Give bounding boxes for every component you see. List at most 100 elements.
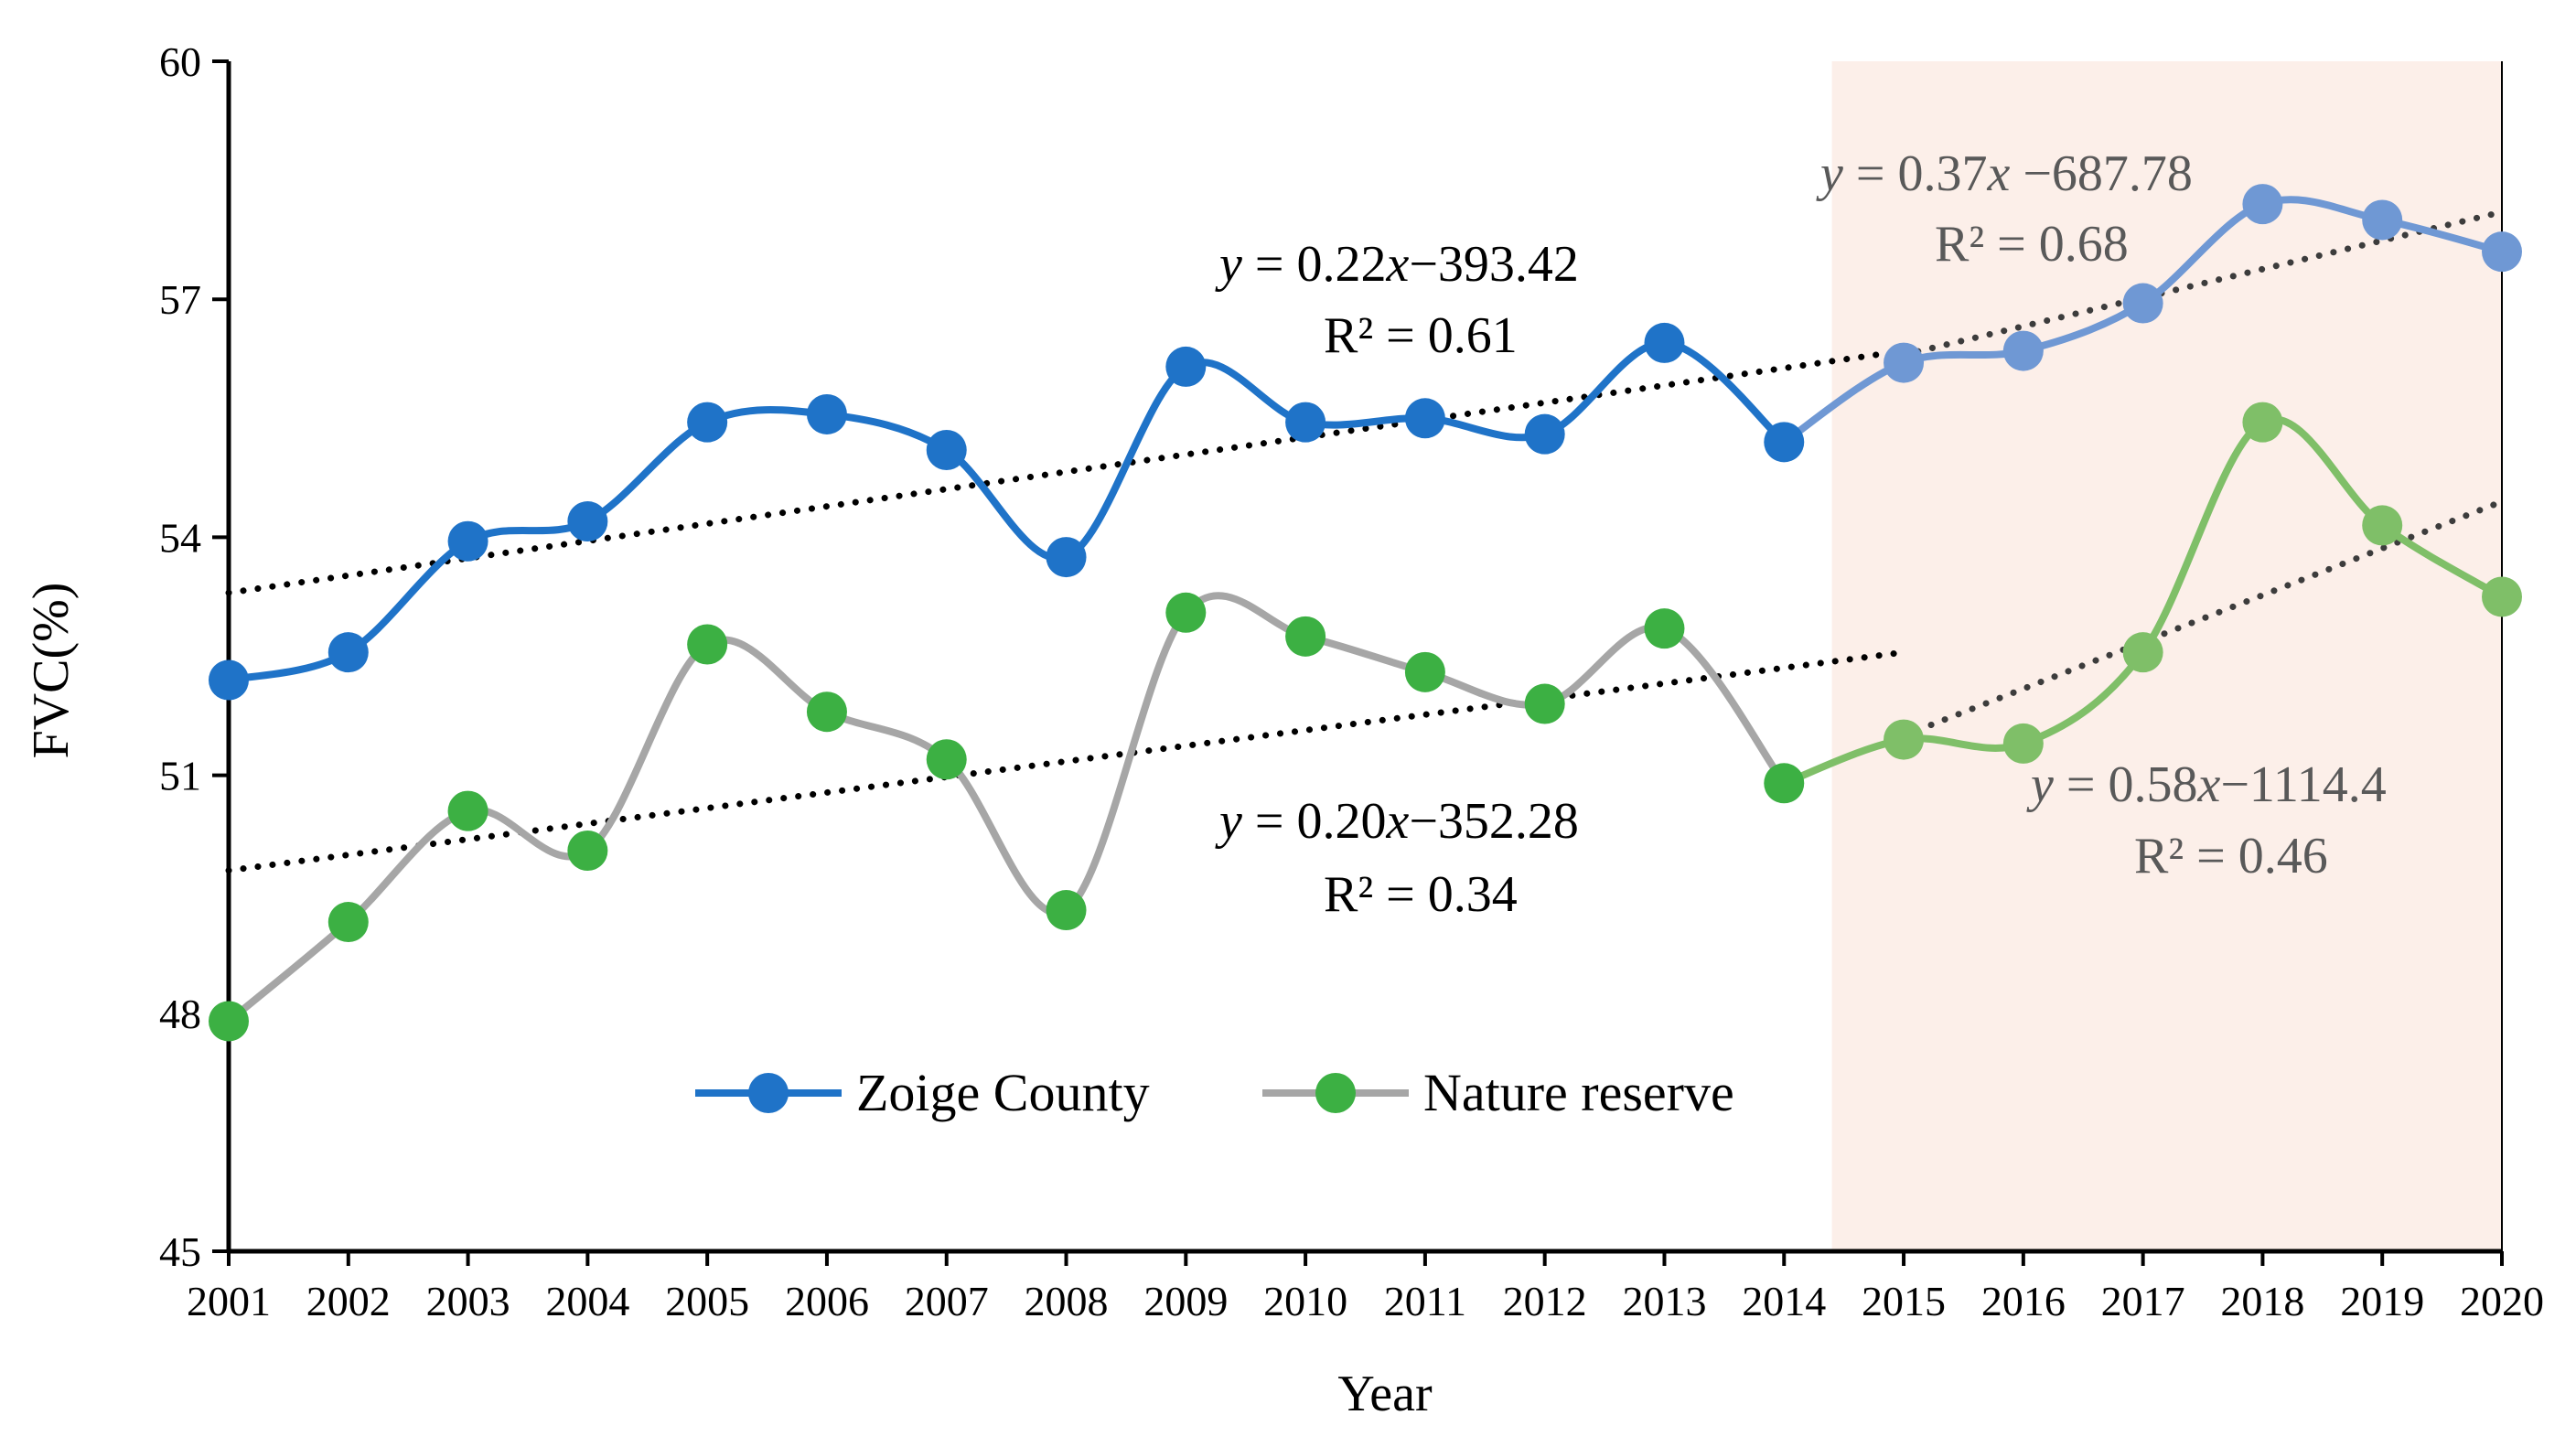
- trendline: [225, 348, 1907, 596]
- data-point-reserve: [209, 1001, 249, 1042]
- trendline: [1900, 209, 2506, 359]
- trend-equation-zoige-2015-2020: y = 0.37x −687.78 R² = 0.68: [1816, 145, 2193, 273]
- eq1-x: x: [1385, 236, 1409, 293]
- data-point-zoige: [447, 520, 488, 562]
- data-point-zoige: [1285, 402, 1326, 443]
- data-point-zoige: [1046, 537, 1087, 578]
- eq3-y: y: [1816, 145, 1843, 202]
- svg-text:y = 0.20x−352.28: y = 0.20x−352.28: [1215, 793, 1579, 850]
- data-point-reserve: [687, 624, 728, 665]
- data-point-zoige: [1524, 413, 1565, 455]
- data-point-reserve: [926, 739, 967, 780]
- eq1-y: y: [1215, 236, 1242, 293]
- eq3-rest: = 0.37: [1843, 145, 1988, 202]
- x-tick-label: 2014: [1742, 1278, 1826, 1324]
- data-point-reserve: [1764, 763, 1805, 804]
- legend: Zoige County Nature reserve: [695, 1063, 1734, 1122]
- trendline-layer: [225, 209, 2506, 874]
- trend-equation-zoige-2001-2014: y = 0.22x−393.42 R² = 0.61: [1215, 236, 1579, 364]
- eq3-r2: R² = 0.68: [1935, 216, 2129, 273]
- series-marker-layer: [209, 184, 2522, 1042]
- y-tick-label: 54: [159, 514, 201, 561]
- data-point-reserve: [447, 790, 488, 831]
- data-point-zoige: [2122, 283, 2163, 324]
- x-tick-label: 2002: [306, 1278, 391, 1324]
- data-point-zoige: [926, 429, 967, 470]
- trend-equation-reserve-2001-2014: y = 0.20x−352.28 R² = 0.34: [1215, 793, 1579, 923]
- eq1-rest: = 0.22: [1242, 236, 1387, 293]
- svg-text:y = 0.22x−393.42: y = 0.22x−393.42: [1215, 236, 1579, 293]
- data-point-reserve: [1046, 890, 1087, 931]
- x-axis-title: Year: [1337, 1366, 1433, 1422]
- x-tick-label: 2020: [2460, 1278, 2544, 1324]
- data-point-reserve: [1165, 592, 1207, 633]
- eq4-rest: = 0.58: [2054, 756, 2198, 813]
- x-tick-label: 2017: [2101, 1278, 2185, 1324]
- x-tick-label: 2015: [1862, 1278, 1946, 1324]
- eq2-x: x: [1385, 793, 1409, 850]
- eq2-r2: R² = 0.34: [1324, 866, 1518, 923]
- eq2-y: y: [1215, 793, 1242, 850]
- y-tick-label: 45: [159, 1228, 201, 1275]
- data-point-zoige: [327, 632, 369, 673]
- eq2-rest: = 0.20: [1242, 793, 1387, 850]
- x-tick-label: 2012: [1503, 1278, 1587, 1324]
- legend-marker-zoige: [748, 1073, 789, 1113]
- data-point-reserve: [1884, 719, 1925, 760]
- data-point-zoige: [2482, 231, 2522, 273]
- x-tick-label: 2010: [1263, 1278, 1347, 1324]
- data-point-reserve: [2362, 505, 2403, 546]
- eq3-tail: −687.78: [2010, 145, 2193, 202]
- x-tick-label: 2016: [1981, 1278, 2066, 1324]
- data-point-zoige: [1764, 422, 1805, 463]
- x-tick-label: 2008: [1025, 1278, 1109, 1324]
- data-point-zoige: [687, 402, 728, 443]
- data-point-reserve: [2002, 723, 2044, 764]
- x-tick-label: 2018: [2220, 1278, 2304, 1324]
- y-tick-label: 60: [159, 38, 201, 85]
- data-point-zoige: [567, 501, 608, 542]
- data-point-zoige: [1884, 342, 1925, 383]
- x-tick-label: 2011: [1384, 1278, 1466, 1324]
- data-point-reserve: [1524, 683, 1565, 724]
- x-tick-label: 2003: [426, 1278, 510, 1324]
- legend-label-reserve: Nature reserve: [1423, 1063, 1734, 1122]
- x-tick-label: 2005: [665, 1278, 749, 1324]
- data-point-reserve: [2122, 632, 2163, 673]
- eq1-r2: R² = 0.61: [1324, 307, 1518, 364]
- x-tick-label: 2013: [1622, 1278, 1706, 1324]
- trendline: [1900, 498, 2506, 739]
- x-tick-label: 2019: [2340, 1278, 2424, 1324]
- highlight-region: [1831, 61, 2502, 1251]
- data-point-reserve: [1285, 616, 1326, 657]
- trend-equation-reserve-2015-2020: y = 0.58x−1114.4 R² = 0.46: [2026, 756, 2387, 884]
- data-point-zoige: [1165, 346, 1207, 387]
- legend-label-zoige: Zoige County: [856, 1063, 1150, 1122]
- x-tick-label: 2009: [1143, 1278, 1228, 1324]
- eq2-tail: −352.28: [1409, 793, 1579, 850]
- eq1-tail: −393.42: [1409, 236, 1579, 293]
- y-axis-title: FVC(%): [23, 583, 80, 759]
- y-tick-label: 48: [159, 991, 201, 1037]
- data-point-reserve: [806, 691, 847, 733]
- data-point-reserve: [1644, 608, 1685, 649]
- data-point-reserve: [327, 902, 369, 943]
- y-tick-label: 57: [159, 276, 201, 323]
- x-tick-label: 2004: [545, 1278, 629, 1324]
- eq4-tail: −1114.4: [2220, 756, 2386, 813]
- data-point-zoige: [806, 393, 847, 434]
- svg-text:y = 0.37x −687.78: y = 0.37x −687.78: [1816, 145, 2193, 202]
- data-point-zoige: [209, 659, 249, 701]
- data-point-reserve: [2242, 402, 2283, 443]
- x-tick-label: 2001: [187, 1278, 271, 1324]
- eq4-x: x: [2196, 756, 2220, 813]
- y-tick-label: 51: [159, 753, 201, 799]
- legend-marker-reserve: [1315, 1073, 1356, 1113]
- highlight-region-layer: [1831, 61, 2502, 1251]
- x-tick-label: 2007: [905, 1278, 989, 1324]
- data-point-reserve: [1404, 651, 1445, 692]
- eq4-y: y: [2026, 756, 2054, 813]
- data-point-reserve: [2482, 576, 2522, 617]
